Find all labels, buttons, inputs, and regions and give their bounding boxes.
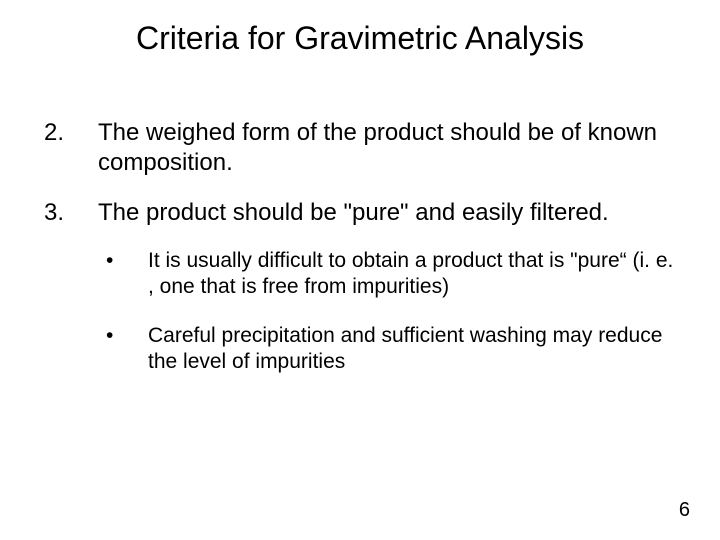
sub-list-item: • Careful precipitation and sufficient w… [98,323,682,376]
list-item: 2. The weighed form of the product shoul… [38,118,682,178]
bullet-icon: • [98,323,148,376]
sub-list-text: It is usually difficult to obtain a prod… [148,248,682,301]
bullet-icon: • [98,248,148,301]
list-marker: 2. [38,118,98,178]
slide: Criteria for Gravimetric Analysis 2. The… [0,0,720,540]
page-number: 6 [679,499,690,522]
sub-list: • It is usually difficult to obtain a pr… [98,248,682,375]
list-text: The weighed form of the product should b… [98,118,682,178]
list-text: The product should be "pure" and easily … [98,198,682,228]
slide-title: Criteria for Gravimetric Analysis [0,20,720,57]
list-item: 3. The product should be "pure" and easi… [38,198,682,228]
list-marker: 3. [38,198,98,228]
sub-list-item: • It is usually difficult to obtain a pr… [98,248,682,301]
slide-body: 2. The weighed form of the product shoul… [38,118,682,397]
sub-list-text: Careful precipitation and sufficient was… [148,323,682,376]
